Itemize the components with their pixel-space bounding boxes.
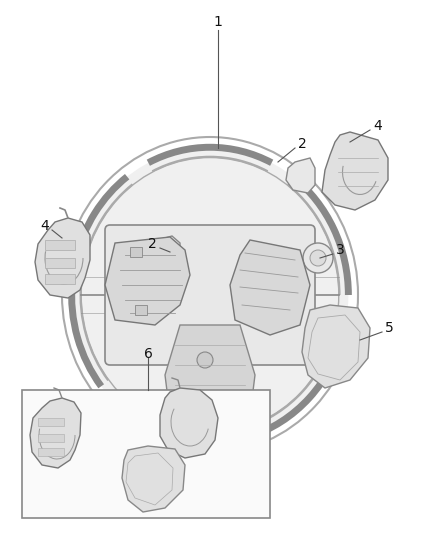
Bar bbox=[45, 258, 75, 268]
Text: 6: 6 bbox=[144, 347, 152, 361]
Circle shape bbox=[197, 352, 213, 368]
Bar bbox=[38, 448, 64, 456]
Polygon shape bbox=[302, 305, 370, 388]
Ellipse shape bbox=[72, 147, 348, 443]
Bar bbox=[135, 305, 147, 315]
Polygon shape bbox=[35, 218, 90, 298]
Polygon shape bbox=[230, 240, 310, 335]
Polygon shape bbox=[30, 398, 81, 468]
Bar bbox=[38, 434, 64, 442]
Bar bbox=[38, 418, 64, 426]
Bar bbox=[22, 390, 270, 518]
Polygon shape bbox=[122, 446, 185, 512]
Text: 1: 1 bbox=[214, 15, 223, 29]
Bar bbox=[45, 274, 75, 284]
Polygon shape bbox=[165, 325, 255, 425]
Text: 2: 2 bbox=[148, 237, 157, 251]
Polygon shape bbox=[105, 237, 190, 325]
FancyBboxPatch shape bbox=[105, 225, 315, 365]
Polygon shape bbox=[150, 236, 180, 268]
Circle shape bbox=[310, 250, 326, 266]
Bar bbox=[130, 247, 142, 257]
Text: 3: 3 bbox=[336, 243, 345, 257]
Text: 4: 4 bbox=[373, 119, 382, 133]
Circle shape bbox=[303, 243, 333, 273]
Text: 4: 4 bbox=[40, 219, 49, 233]
Text: 2: 2 bbox=[298, 137, 307, 151]
Polygon shape bbox=[322, 132, 388, 210]
Polygon shape bbox=[160, 388, 218, 458]
Text: 5: 5 bbox=[385, 321, 394, 335]
Polygon shape bbox=[286, 158, 315, 193]
Bar bbox=[45, 240, 75, 250]
